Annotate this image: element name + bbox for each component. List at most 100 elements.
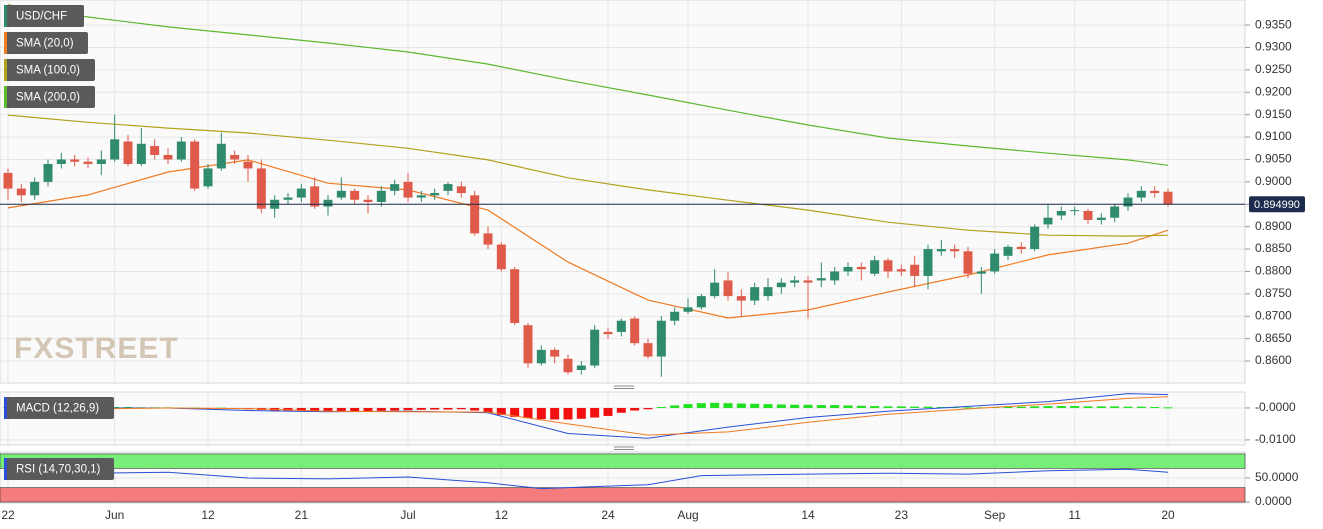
candle-body — [990, 253, 1000, 272]
x-tick-label: Sep — [984, 508, 1006, 522]
candle-body — [443, 184, 453, 191]
legend-swatch — [4, 458, 7, 480]
overlay: 0.9350 0.9300 0.9250 0.9200 0.9150 0.9100 0.90… — [1, 5, 1305, 522]
legend-swatch — [4, 59, 7, 81]
candle-body — [750, 287, 760, 301]
y-tick-label: 0.9300 — [1255, 40, 1292, 54]
y-tick-label: 0.9250 — [1255, 62, 1292, 76]
x-tick-label: Aug — [677, 508, 698, 522]
candle-body — [696, 296, 706, 308]
candle-body — [1056, 210, 1066, 216]
macd-bar — [670, 405, 680, 408]
legend-text: SMA (100,0) — [16, 65, 80, 77]
candle-body — [203, 168, 213, 187]
y-tick-label: 0.8850 — [1255, 241, 1292, 255]
candle-body — [1003, 246, 1013, 256]
candle-body — [963, 251, 973, 274]
candle-body — [190, 141, 200, 189]
legend-text: RSI (14,70,30,1) — [16, 464, 101, 476]
candle-body — [176, 141, 186, 160]
macd-bar — [550, 407, 560, 420]
last-price-badge — [1249, 196, 1305, 213]
y-tick-label: 0.8650 — [1255, 331, 1292, 345]
candle-body — [910, 264, 920, 276]
macd-bar — [510, 407, 520, 417]
legend-entry[interactable]: SMA (200,0) — [4, 86, 95, 108]
y-tick-label: 0.9200 — [1255, 84, 1292, 98]
macd-bar — [1056, 406, 1066, 408]
legend-entry[interactable]: MACD (12,26,9) — [4, 397, 114, 419]
candle-body — [390, 184, 400, 191]
macd-bar — [1070, 406, 1080, 408]
legend-entry[interactable]: SMA (20,0) — [4, 32, 88, 54]
y-tick-label: 50.0000 — [1255, 470, 1299, 484]
legend-text: MACD (12,26,9) — [16, 403, 99, 415]
y-tick-label: 0.8900 — [1255, 219, 1292, 233]
macd-bar — [563, 407, 573, 420]
legend-swatch — [4, 32, 7, 54]
candle-body — [883, 260, 893, 272]
candle-body — [483, 233, 493, 245]
line — [7, 396, 1169, 436]
macd-bar — [323, 407, 333, 412]
candle-body — [870, 260, 880, 274]
candle-body — [550, 349, 560, 357]
candle-body — [1070, 210, 1080, 212]
x-tick-label: Jul — [400, 508, 415, 522]
macd-bar — [310, 407, 320, 412]
macd-bar — [896, 406, 906, 408]
legend-text: SMA (20,0) — [16, 38, 74, 50]
y-tick-label: -0.0000 — [1255, 400, 1296, 414]
macd-bar — [656, 407, 666, 409]
x-tick-label: 22 — [1, 508, 15, 522]
legend-text: USD/CHF — [16, 11, 67, 23]
macd-bar — [350, 407, 360, 412]
candle-body — [96, 159, 106, 164]
candle-body — [123, 141, 133, 164]
legend-entry[interactable]: SMA (100,0) — [4, 59, 95, 81]
candle-body — [136, 143, 146, 164]
candle-body — [150, 146, 160, 155]
candle-body — [416, 195, 426, 198]
macd-bar — [870, 406, 880, 408]
candle-body — [43, 163, 53, 182]
macd-bar — [750, 403, 760, 408]
y-tick-label: -0.0100 — [1255, 432, 1296, 446]
candle-body — [323, 199, 333, 207]
x-tick-label: 24 — [601, 508, 615, 522]
macd-bar — [643, 407, 653, 410]
candle-body — [350, 190, 360, 200]
macd-bar — [910, 406, 920, 408]
marks — [0, 4, 1245, 490]
candle-body — [856, 266, 866, 270]
legend-box — [4, 86, 95, 108]
y-tick-label: 0.0000 — [1255, 494, 1292, 508]
macd-bar — [536, 407, 546, 420]
macd-bar — [856, 405, 866, 408]
macd-bar — [1150, 407, 1160, 409]
macd-bar — [1096, 406, 1106, 408]
macd-bar — [576, 407, 586, 419]
rsi-band — [0, 487, 1246, 503]
candle-body — [923, 249, 933, 276]
macd-bar — [710, 402, 720, 408]
candle-body — [336, 190, 346, 198]
pane-handle[interactable] — [614, 385, 634, 389]
legend-entry[interactable]: USD/CHF — [4, 5, 84, 27]
pane-handle[interactable] — [614, 446, 634, 450]
legend-entry[interactable]: RSI (14,70,30,1) — [4, 458, 114, 480]
last-price-label: 0.894990 — [1254, 199, 1300, 211]
legend-text: SMA (200,0) — [16, 92, 80, 104]
macd-bar — [443, 407, 453, 410]
macd-bar — [470, 407, 480, 411]
macd-bar — [403, 407, 413, 411]
macd-bar — [416, 407, 426, 410]
candle-body — [1016, 246, 1026, 250]
macd-bar — [1030, 406, 1040, 408]
macd-bar — [1163, 407, 1173, 409]
candle-body — [1083, 210, 1093, 220]
candle-body — [843, 266, 853, 272]
legend-box — [4, 59, 95, 81]
candle-body — [763, 287, 773, 297]
